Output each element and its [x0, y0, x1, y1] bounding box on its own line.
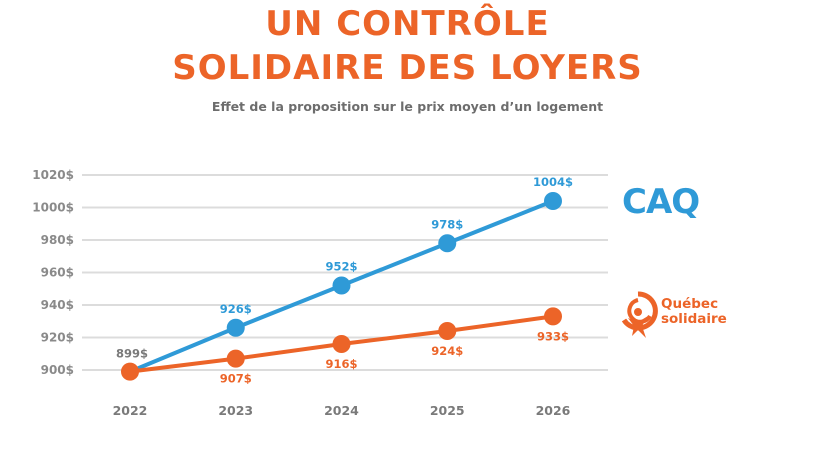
- chart-title-line2: SOLIDAIRE DES LOYERS: [172, 48, 643, 88]
- data-point-caq: [438, 234, 457, 253]
- legend-qs-label-line2: solidaire: [661, 311, 727, 327]
- data-label: 978$: [431, 217, 463, 231]
- legend-caq-label: CAQ: [622, 182, 700, 222]
- x-tick-label: 2025: [430, 403, 465, 418]
- data-point-caq: [332, 276, 351, 295]
- y-tick-label: 1000$: [32, 201, 74, 215]
- quebec-solidaire-logo-icon: [621, 291, 658, 338]
- chart-title-line1: UN CONTRÔLE: [265, 4, 550, 44]
- y-tick-label: 900$: [41, 363, 74, 377]
- x-tick-label: 2024: [324, 403, 359, 418]
- data-label: 899$: [116, 347, 148, 361]
- gridlines: [82, 174, 608, 371]
- data-label: 952$: [325, 260, 357, 274]
- data-point-qs: [226, 349, 245, 368]
- data-labels: 926$ 952$ 978$ 1004$ 899$ 907$ 916$ 924$ 933$: [116, 175, 573, 386]
- legend-quebec-solidaire: Québec solidaire: [618, 290, 758, 342]
- data-label: 924$: [431, 344, 463, 358]
- data-point-qs: [438, 322, 457, 340]
- y-axis-ticks: 900$ 920$ 940$ 960$ 980$ 1000$ 1020$: [32, 168, 74, 377]
- data-label: 933$: [537, 329, 569, 343]
- data-point-qs: [332, 335, 351, 353]
- y-tick-label: 920$: [41, 331, 74, 345]
- data-label: 907$: [220, 372, 252, 386]
- y-tick-label: 980$: [41, 233, 74, 247]
- chart-subtitle: Effet de la proposition sur le prix moye…: [211, 99, 604, 114]
- data-point-qs: [544, 307, 562, 326]
- x-tick-label: 2026: [536, 403, 571, 418]
- data-point-caq: [226, 318, 245, 337]
- x-tick-label: 2022: [113, 403, 148, 418]
- y-tick-label: 940$: [41, 298, 74, 312]
- x-axis-ticks: 2022 2023 2024 2025 2026: [113, 403, 571, 418]
- series-points: [121, 192, 562, 381]
- data-point-caq: [544, 192, 562, 210]
- y-tick-label: 960$: [41, 266, 74, 280]
- data-point-qs: [121, 362, 139, 381]
- data-label: 1004$: [533, 175, 573, 189]
- data-label: 916$: [325, 357, 357, 371]
- data-label: 926$: [220, 302, 252, 316]
- y-tick-label: 1020$: [32, 168, 74, 182]
- x-tick-label: 2023: [218, 403, 253, 418]
- caq-logo-icon: CAQ: [622, 182, 700, 222]
- legend-qs-label-line1: Québec: [661, 296, 719, 312]
